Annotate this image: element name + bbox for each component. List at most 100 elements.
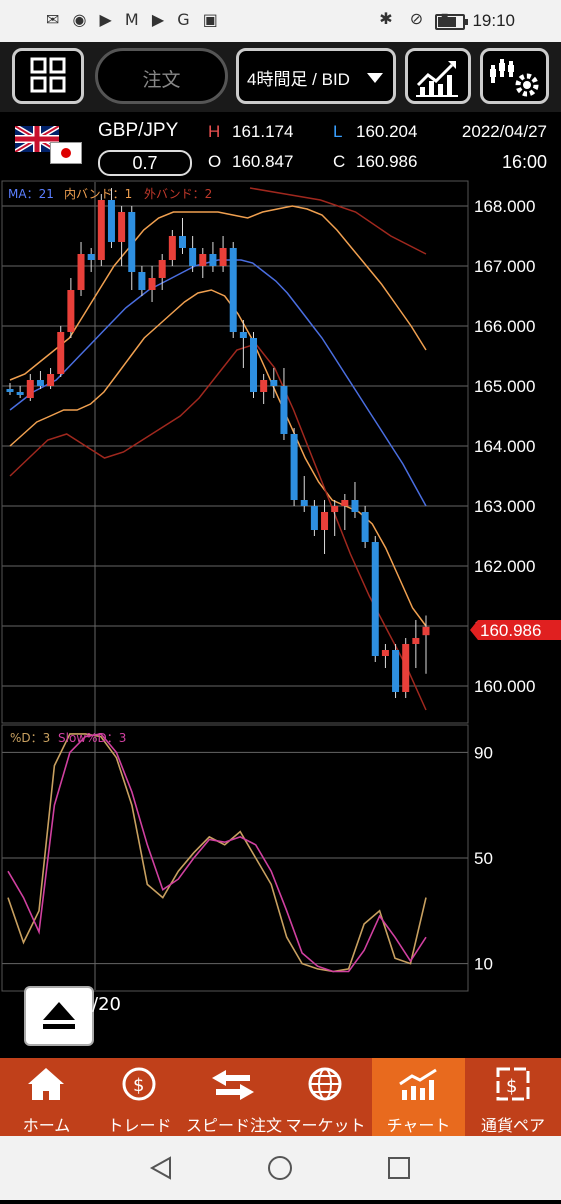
swap-arrows-icon (212, 1070, 254, 1100)
nav-currency-pair[interactable]: $ 通貨ペア (465, 1058, 561, 1136)
stochastic-lines (7, 733, 427, 973)
home-circle-icon[interactable] (268, 1156, 292, 1180)
order-button[interactable]: 注文 (95, 48, 228, 104)
candle-body (199, 254, 207, 266)
low-value: 160.204 (356, 122, 418, 141)
candle-body (331, 506, 339, 512)
svg-text:$: $ (506, 1076, 517, 1097)
price-tick-label: 168.000 (474, 197, 535, 216)
osc-tick-label: 50 (474, 849, 493, 868)
system-navigation-bar (0, 1136, 561, 1200)
osc-d-line (7, 733, 427, 973)
candle-body (290, 434, 298, 500)
bottom-navigation: ホーム $ トレード スピード注文 マーケット チャート $ 通貨ペア (0, 1058, 561, 1136)
price-tick-label: 167.000 (474, 257, 535, 276)
jp-flag-icon (50, 142, 82, 164)
globe-icon (308, 1067, 342, 1101)
legend-osc-slow: Slow%D：3 (58, 731, 126, 745)
timeframe-dropdown[interactable]: 4時間足 / BID (236, 48, 396, 104)
candle-body (77, 254, 85, 290)
candle-body (118, 212, 126, 242)
candle-body (6, 389, 14, 392)
price-chart[interactable]: 168.000 167.000 166.000 165.000 164.000 163.0… (0, 180, 561, 992)
candle-body (67, 290, 75, 332)
close-value: 160.986 (356, 152, 418, 171)
chart-settings-button[interactable] (480, 48, 549, 104)
candle-body (87, 254, 95, 260)
candle-body (178, 236, 186, 248)
candle-body (158, 260, 166, 278)
nav-speed-order-label: スピード注文 (186, 1116, 283, 1135)
oscillator-panel-border (1, 724, 469, 992)
home-icon (28, 1068, 64, 1100)
grid-icon (30, 57, 66, 93)
candle-body (36, 380, 44, 386)
back-icon[interactable] (149, 1156, 171, 1180)
quote-date: 2022/04/27 (461, 122, 547, 141)
currency-pair: GBP/JPY (98, 120, 179, 141)
price-tick-label: 166.000 (474, 317, 535, 336)
trade-icon: $ (122, 1067, 156, 1101)
nav-market[interactable]: マーケット (279, 1058, 372, 1136)
spread-badge: 0.7 (98, 150, 192, 176)
nav-home-label: ホーム (22, 1116, 71, 1135)
open-label: O (208, 152, 222, 171)
layout-grid-button[interactable] (12, 48, 84, 104)
x-axis-date-label: /20 (92, 994, 121, 1015)
candle-body (16, 392, 24, 395)
candle-body (310, 506, 318, 530)
outer-upper-band (249, 187, 427, 255)
candle-body (412, 638, 420, 644)
collapse-panel-button[interactable] (24, 986, 94, 1046)
quote-header: GBP/JPY 0.7 H 161.174 L 160.204 O 160.84… (0, 112, 561, 180)
candle-body (381, 650, 389, 656)
nav-trade-label: トレード (107, 1116, 172, 1135)
candle-body (229, 248, 237, 332)
nav-chart[interactable]: チャート (372, 1058, 465, 1136)
chart-toolbar: 注文 4時間足 / BID (0, 42, 561, 112)
price-tick-label: 164.000 (474, 437, 535, 456)
low-label: L (333, 122, 343, 141)
candle-body (402, 644, 410, 692)
price-tick-label: 163.000 (474, 497, 535, 516)
legend-outer-band: 外バンド：2 (144, 187, 212, 201)
candle-body (128, 212, 136, 272)
candle-body (392, 650, 400, 692)
price-tick-label: 165.000 (474, 377, 535, 396)
candle-body (47, 374, 55, 386)
eject-icon (43, 1002, 75, 1029)
candle-body (209, 254, 217, 266)
recents-icon[interactable] (388, 1157, 410, 1179)
candle-body (189, 248, 197, 266)
nav-currency-pair-label: 通貨ペア (480, 1116, 545, 1135)
osc-tick-label: 90 (474, 743, 493, 762)
current-price-label: 160.986 (480, 621, 541, 640)
nav-trade[interactable]: $ トレード (93, 1058, 186, 1136)
candle-body (280, 386, 288, 434)
candle-body (168, 236, 176, 260)
legend-osc-d: %D：3 (10, 731, 50, 745)
inner-lower-band (9, 289, 427, 627)
battery-icon (435, 14, 468, 30)
candle-body (300, 500, 308, 506)
high-value: 161.174 (232, 122, 294, 141)
price-tick-label: 162.000 (474, 557, 535, 576)
osc-slow-line (7, 733, 427, 973)
current-price-tag: 160.986 (470, 620, 561, 640)
system-status-icons: ✱ ⊘ ▮ (379, 9, 455, 28)
osc-tick-label: 10 (474, 955, 493, 974)
open-value: 160.847 (232, 152, 294, 171)
timeframe-label: 4時間足 / BID (247, 70, 350, 89)
candle-body (26, 380, 34, 398)
chart-type-button[interactable] (405, 48, 471, 104)
currency-icon: $ (496, 1067, 530, 1101)
high-label: H (208, 122, 221, 141)
outer-lower-band (9, 343, 427, 711)
nav-home[interactable]: ホーム (0, 1058, 93, 1136)
candle-body (422, 626, 430, 636)
legend-inner-band: 内バンド：1 (64, 187, 132, 201)
candle-body (107, 200, 115, 242)
candlesticks (6, 188, 430, 698)
nav-speed-order[interactable]: スピード注文 (186, 1058, 283, 1136)
candle-body (138, 272, 146, 290)
